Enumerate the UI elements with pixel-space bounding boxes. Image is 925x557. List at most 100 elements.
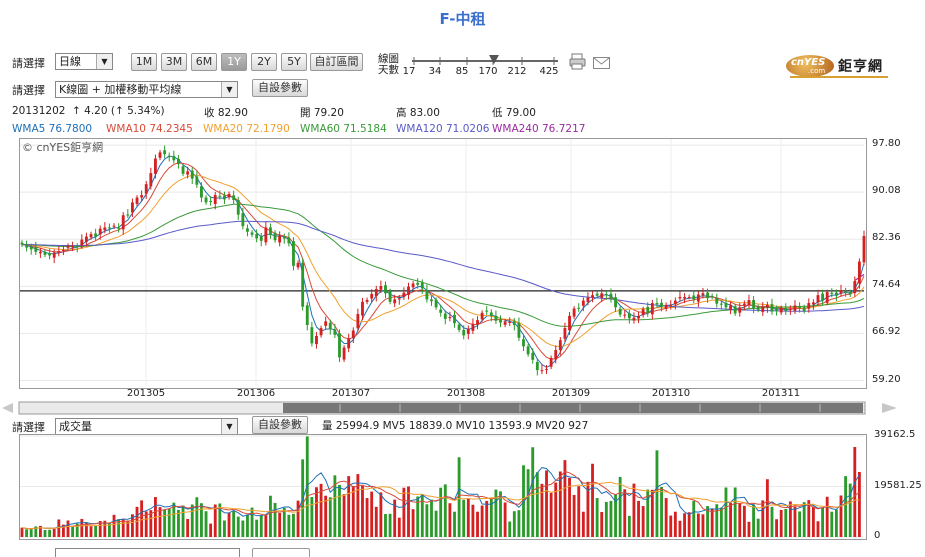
candle[interactable]: [282, 233, 286, 244]
volume-bar[interactable]: [489, 498, 493, 537]
candle[interactable]: [466, 325, 470, 340]
candle[interactable]: [798, 302, 802, 313]
volume-bar[interactable]: [563, 460, 567, 537]
volume-bar[interactable]: [788, 501, 792, 537]
candle[interactable]: [848, 289, 852, 297]
candle[interactable]: [434, 297, 438, 310]
candle[interactable]: [324, 316, 328, 330]
volume-bar[interactable]: [338, 484, 341, 537]
volume-bar[interactable]: [273, 502, 277, 537]
candle[interactable]: [660, 298, 663, 312]
candle[interactable]: [246, 224, 249, 237]
volume-bar[interactable]: [604, 501, 608, 537]
volume-bar[interactable]: [75, 523, 79, 537]
volume-bar[interactable]: [752, 504, 755, 537]
volume-bar[interactable]: [48, 529, 52, 537]
volume-bar[interactable]: [204, 511, 208, 537]
volume-bar[interactable]: [577, 486, 581, 537]
candle[interactable]: [604, 290, 608, 300]
period-select[interactable]: 日線 ▼: [55, 53, 113, 70]
volume-bar[interactable]: [600, 511, 604, 537]
volume-bar[interactable]: [719, 507, 723, 537]
candle[interactable]: [250, 229, 254, 238]
candle[interactable]: [232, 190, 236, 204]
candle[interactable]: [770, 298, 774, 315]
volume-bar[interactable]: [379, 492, 383, 537]
volume-bar[interactable]: [177, 509, 180, 537]
volume-bar[interactable]: [172, 502, 176, 537]
volume-bar[interactable]: [356, 474, 360, 537]
volume-bar[interactable]: [471, 504, 475, 537]
candle[interactable]: [756, 304, 760, 313]
candle[interactable]: [190, 167, 194, 185]
candle[interactable]: [80, 234, 84, 249]
volume-bar[interactable]: [89, 526, 93, 537]
candle[interactable]: [25, 240, 29, 252]
candle[interactable]: [264, 222, 268, 246]
volume-bar[interactable]: [241, 520, 245, 537]
volume-bar[interactable]: [66, 520, 70, 537]
volume-bar[interactable]: [618, 476, 622, 537]
candle[interactable]: [701, 287, 705, 299]
volume-bar[interactable]: [770, 506, 774, 537]
volume-bar[interactable]: [269, 495, 272, 537]
candle[interactable]: [356, 308, 360, 332]
candle[interactable]: [269, 223, 272, 239]
candle[interactable]: [84, 232, 88, 247]
candle[interactable]: [328, 319, 332, 335]
candle[interactable]: [572, 306, 576, 320]
candle[interactable]: [374, 285, 378, 302]
volume-bar[interactable]: [798, 511, 802, 537]
candle[interactable]: [163, 145, 167, 159]
volume-bar[interactable]: [637, 500, 640, 537]
candle[interactable]: [29, 243, 33, 255]
candle[interactable]: [393, 294, 397, 308]
volume-bar[interactable]: [236, 516, 240, 537]
candle[interactable]: [61, 246, 65, 256]
candle[interactable]: [715, 293, 719, 308]
volume-bar[interactable]: [195, 497, 199, 537]
volume-bar[interactable]: [632, 483, 636, 537]
volume-bar[interactable]: [807, 500, 811, 537]
volume-bar[interactable]: [163, 509, 167, 537]
volume-bar[interactable]: [430, 499, 433, 537]
volume-bar[interactable]: [480, 505, 484, 537]
candle[interactable]: [430, 295, 433, 306]
volume-bar[interactable]: [572, 494, 576, 537]
candle[interactable]: [287, 232, 291, 247]
candle[interactable]: [112, 223, 116, 230]
volume-bar[interactable]: [848, 483, 852, 537]
candle[interactable]: [775, 305, 778, 316]
candle[interactable]: [724, 297, 728, 311]
candle[interactable]: [448, 311, 452, 322]
candle[interactable]: [204, 195, 208, 205]
volume-bar[interactable]: [747, 521, 751, 537]
range-button-2y[interactable]: 2Y: [251, 53, 277, 71]
candle[interactable]: [655, 297, 659, 308]
volume-bar[interactable]: [324, 495, 328, 537]
volume-bar[interactable]: [71, 526, 75, 537]
volume-bar[interactable]: [103, 520, 107, 537]
candle[interactable]: [729, 301, 732, 315]
candle[interactable]: [259, 233, 263, 247]
candle[interactable]: [821, 289, 825, 306]
candle[interactable]: [167, 152, 171, 162]
candle[interactable]: [554, 345, 558, 364]
candle[interactable]: [503, 318, 507, 328]
volume-bar[interactable]: [696, 513, 700, 537]
candle[interactable]: [38, 247, 42, 258]
candle[interactable]: [627, 310, 631, 324]
volume-bar[interactable]: [259, 515, 263, 537]
candle[interactable]: [508, 317, 512, 326]
volume-bar[interactable]: [61, 524, 65, 537]
volume-bar[interactable]: [117, 519, 121, 537]
range-button-3m[interactable]: 3M: [161, 53, 187, 71]
volume-bar[interactable]: [351, 485, 355, 537]
candle[interactable]: [71, 241, 75, 252]
volume-bar[interactable]: [264, 515, 268, 537]
volume-bar[interactable]: [503, 502, 507, 537]
candle[interactable]: [273, 230, 277, 243]
candle[interactable]: [453, 310, 456, 328]
candle[interactable]: [581, 297, 585, 312]
volume-bar[interactable]: [439, 487, 443, 537]
